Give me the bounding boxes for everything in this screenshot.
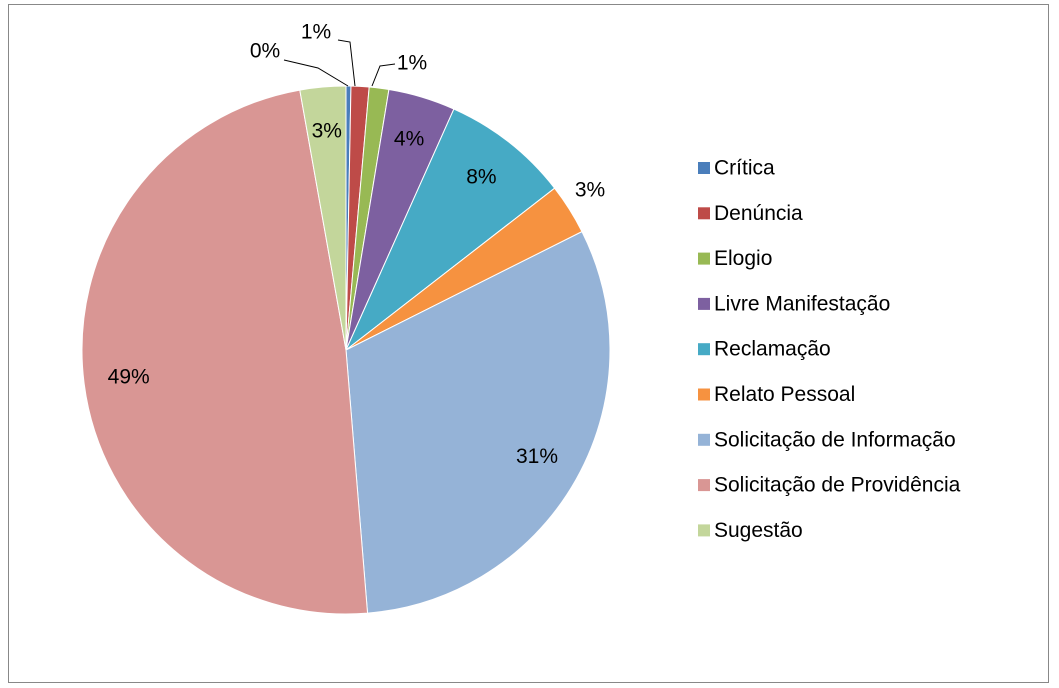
leader-line bbox=[283, 59, 349, 87]
legend-swatch bbox=[698, 479, 710, 492]
legend-label: Relato Pessoal bbox=[714, 383, 855, 406]
legend-swatch bbox=[698, 524, 710, 537]
leader-line bbox=[337, 39, 356, 87]
data-label: 3% bbox=[312, 119, 342, 142]
legend-label: Denúncia bbox=[714, 202, 803, 225]
pie-slice bbox=[81, 89, 369, 615]
legend-label: Crítica bbox=[714, 157, 775, 180]
pie-slice bbox=[345, 230, 611, 614]
data-label: 4% bbox=[394, 128, 424, 151]
pie-slice bbox=[345, 108, 556, 351]
data-label: 31% bbox=[516, 445, 558, 468]
legend-label: Livre Manifestação bbox=[714, 292, 890, 315]
legend-label: Sugestão bbox=[714, 519, 803, 542]
legend-swatch bbox=[698, 297, 710, 310]
data-label: 8% bbox=[466, 165, 496, 188]
leader-line bbox=[371, 63, 396, 87]
legend-label: Solicitação de Providência bbox=[714, 474, 961, 497]
data-label: 3% bbox=[575, 179, 605, 202]
legend-label: Solicitação de Informação bbox=[714, 428, 956, 451]
pie-slice bbox=[299, 85, 347, 351]
data-label: 1% bbox=[397, 52, 427, 75]
legend-swatch bbox=[698, 207, 710, 220]
legend-swatch bbox=[698, 252, 710, 265]
legend-label: Elogio bbox=[714, 247, 772, 270]
data-label: 0% bbox=[250, 40, 280, 63]
legend-swatch bbox=[698, 433, 710, 446]
legend-swatch bbox=[698, 162, 710, 174]
data-label: 1% bbox=[301, 21, 331, 44]
legend-label: Reclamação bbox=[714, 338, 831, 361]
legend-swatch bbox=[698, 343, 710, 356]
data-label: 49% bbox=[108, 366, 150, 389]
legend-swatch bbox=[698, 388, 710, 401]
